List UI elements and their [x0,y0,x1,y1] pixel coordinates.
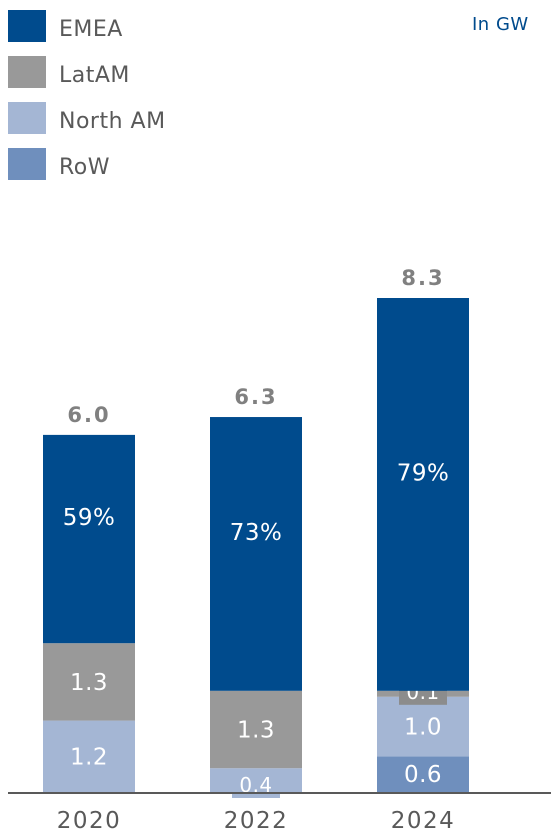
legend-label-row: RoW [59,155,110,180]
bar-emea-2020 [43,435,135,643]
segment-label-emea-2024: 79% [397,460,450,486]
segment-label-north-am-2024: 1.0 [404,715,442,741]
x-axis-labels: 2020 2022 2024 [57,808,456,834]
legend-swatch-north-am [8,102,46,134]
legend-swatch-latam [8,56,46,88]
legend-label-latam: LatAM [59,63,130,88]
unit-label: In GW [472,14,529,35]
segment-label-latam-2022: 1.3 [237,718,275,744]
x-tick-label-2024: 2024 [391,808,456,834]
legend-label-north-am: North AM [59,109,166,134]
segment-label-latam-2020: 1.3 [70,670,108,696]
segment-label-emea-2022: 73% [230,520,283,546]
bar-emea-2022 [210,417,302,691]
bar-emea-2024 [377,298,469,691]
x-tick-label-2020: 2020 [57,808,122,834]
total-label-2020: 6.0 [67,403,110,427]
total-label-2022: 6.3 [234,385,277,409]
segment-label-north-am-2020: 1.2 [70,744,108,770]
legend-swatch-emea [8,10,46,42]
legend-swatch-row [8,148,46,180]
legend-label-emea: EMEA [59,17,123,42]
segment-label-emea-2020: 59% [63,505,116,531]
legend: EMEA LatAM North AM RoW [8,10,166,180]
total-label-2024: 8.3 [401,266,444,290]
x-tick-label-2022: 2022 [224,808,289,834]
segment-label-row-2024: 0.6 [404,762,442,788]
bars: 1.21.359%6.00.41.373%6.30.61.00.179%8.3 [43,266,469,798]
